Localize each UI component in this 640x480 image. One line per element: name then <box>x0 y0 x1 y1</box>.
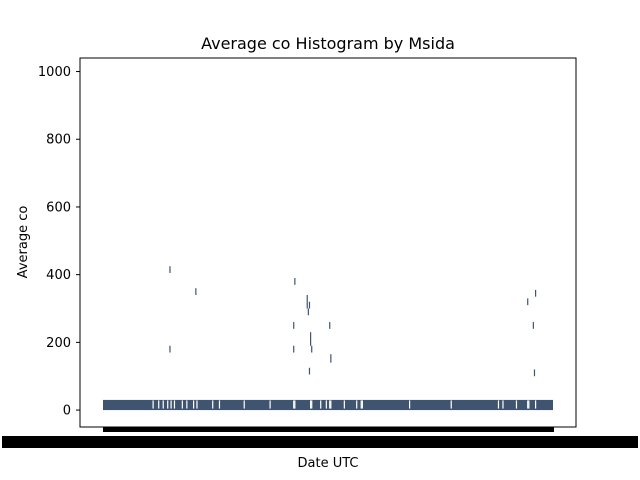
bar-gap <box>409 400 411 409</box>
chart-title: Average co Histogram by Msida <box>201 34 455 53</box>
bar-spike <box>293 345 295 353</box>
bar-gap <box>325 400 327 409</box>
bar-gap <box>311 400 313 409</box>
bar-gap <box>343 400 345 409</box>
plot-area <box>80 58 576 427</box>
y-tick-label: 1000 <box>38 65 71 80</box>
bar-spike <box>293 322 295 329</box>
bar-gap <box>528 400 530 409</box>
bar-gap <box>186 400 188 409</box>
bar-spike <box>307 308 309 316</box>
bar-gap <box>535 400 537 409</box>
bar-spike <box>311 345 313 353</box>
bar-gap <box>212 400 214 409</box>
bar-gap <box>152 400 154 409</box>
y-tick-label: 600 <box>46 200 71 215</box>
bar-group <box>103 399 553 411</box>
bar-gap <box>162 400 164 409</box>
x-axis-label: Date UTC <box>298 456 359 471</box>
bar-gap <box>329 400 331 409</box>
bar-spike <box>329 322 331 329</box>
bar-spike <box>310 332 312 346</box>
bar-gap <box>170 400 172 409</box>
bar-spike <box>532 322 534 329</box>
bar-gap <box>269 400 271 409</box>
x-tick-labels-overlap <box>2 436 638 448</box>
bar-spike <box>169 345 171 353</box>
bar-gap <box>243 400 245 409</box>
bar-spike <box>527 298 529 306</box>
bar-gap <box>293 400 295 409</box>
bar-gap <box>515 400 518 409</box>
bar-spike <box>169 266 171 273</box>
y-tick-label: 0 <box>63 404 71 419</box>
y-tick-label: 200 <box>46 336 71 351</box>
bar-spike <box>306 294 308 309</box>
bar-spike <box>330 354 332 363</box>
bar-gap <box>356 400 358 409</box>
bar-gap <box>361 400 363 409</box>
bar-gap <box>167 400 169 409</box>
y-axis-label: Average co <box>16 206 31 279</box>
bar-gap <box>450 400 452 409</box>
bar-gap <box>173 400 176 409</box>
bar-gap <box>497 400 500 409</box>
bar-gap <box>330 400 332 409</box>
bar-gap <box>320 400 322 409</box>
bar-spike <box>535 289 537 297</box>
y-tick-label: 800 <box>46 133 71 148</box>
bar-spike <box>195 288 197 295</box>
bar-gap <box>502 400 504 409</box>
bar-gap <box>527 400 529 409</box>
bar-spike <box>533 369 536 377</box>
y-tick-label: 400 <box>46 268 71 283</box>
bar-spike <box>308 301 311 309</box>
bar-spike <box>308 367 311 375</box>
bar-band <box>103 399 553 411</box>
x-tick-marks <box>103 427 554 432</box>
y-axis: 0 200 400 600 800 1000 <box>38 65 80 419</box>
spike-group <box>169 266 537 377</box>
bar-gap <box>181 400 183 409</box>
x-tick-marks-band <box>103 427 554 432</box>
bar-spike <box>294 278 296 285</box>
plot-frame <box>79 57 577 428</box>
bar-gap <box>196 400 198 409</box>
bar-gap <box>310 400 312 409</box>
bar-gap <box>294 400 296 409</box>
bar-gap <box>158 400 160 409</box>
bar-gap <box>193 400 195 409</box>
bar-gap <box>218 400 221 409</box>
bar-gap <box>360 400 362 409</box>
